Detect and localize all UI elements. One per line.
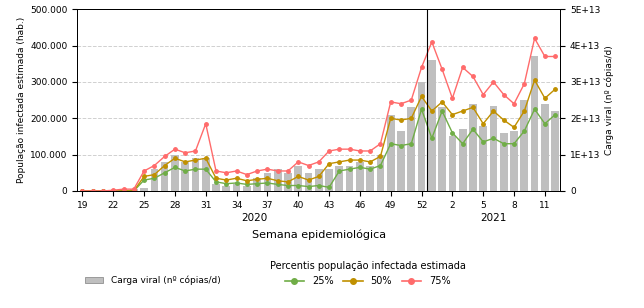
Bar (140, 188, 148, 191)
Legend: 25%, 50%, 75%: 25%, 50%, 75% (266, 257, 469, 290)
Bar (305, 173, 312, 191)
Bar (520, 100, 528, 191)
Bar (243, 185, 251, 191)
Bar (510, 131, 518, 191)
Bar (294, 165, 302, 191)
Bar (551, 111, 559, 191)
Bar (387, 115, 395, 191)
Text: 2020: 2020 (242, 213, 268, 224)
Bar (356, 162, 364, 191)
Bar (377, 155, 384, 191)
Bar (428, 60, 436, 191)
Bar (469, 104, 477, 191)
Bar (161, 162, 169, 191)
Bar (489, 106, 497, 191)
Bar (336, 165, 343, 191)
Bar (263, 173, 271, 191)
Bar (459, 129, 466, 191)
Y-axis label: Carga viral (nº cópias/d): Carga viral (nº cópias/d) (605, 45, 614, 155)
Bar (408, 107, 415, 191)
Bar (109, 190, 117, 191)
Bar (232, 184, 240, 191)
Bar (418, 82, 426, 191)
Bar (541, 104, 549, 191)
Bar (315, 169, 323, 191)
Bar (531, 56, 538, 191)
Bar (325, 169, 333, 191)
Bar (151, 169, 158, 191)
Bar (479, 126, 487, 191)
Bar (346, 165, 354, 191)
Bar (274, 169, 281, 191)
Bar (397, 131, 405, 191)
Bar (253, 178, 261, 191)
Bar (366, 165, 374, 191)
Bar (500, 133, 507, 191)
Bar (212, 184, 220, 191)
Text: Semana epidemiológica: Semana epidemiológica (252, 229, 386, 240)
Bar (171, 155, 179, 191)
Bar (182, 162, 189, 191)
Bar (130, 189, 138, 191)
Bar (439, 107, 446, 191)
Bar (202, 158, 209, 191)
Y-axis label: População infectada estimada (hab.): População infectada estimada (hab.) (17, 17, 26, 183)
Bar (284, 173, 292, 191)
Bar (222, 185, 230, 191)
Text: 2021: 2021 (480, 213, 507, 224)
Bar (120, 189, 128, 191)
Bar (192, 158, 199, 191)
Bar (448, 136, 456, 191)
